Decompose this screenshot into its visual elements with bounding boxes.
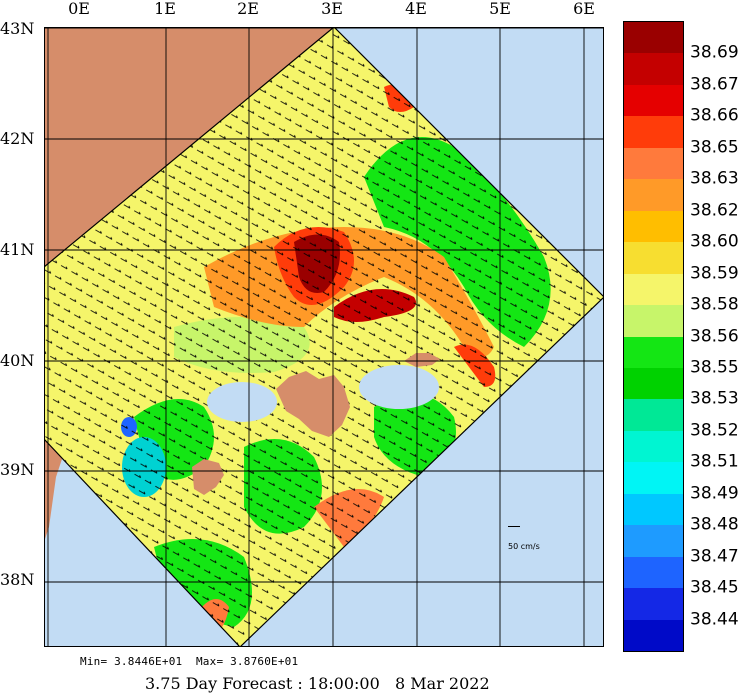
legend-value-label: 38.45 — [690, 577, 739, 598]
legend-value-label: 38.51 — [690, 451, 739, 472]
domain-boundary — [44, 27, 604, 647]
salinity-map — [44, 27, 604, 647]
legend-value-label: 38.52 — [690, 420, 739, 441]
legend-value-label: 38.49 — [690, 483, 739, 504]
legend-value-label: 38.48 — [690, 514, 739, 535]
lon-label-2E: 2E — [237, 0, 259, 18]
legend-value-label: 38.53 — [690, 388, 739, 409]
lat-label-40N: 40N — [0, 351, 35, 370]
min-max-text: Min= 3.8446E+01 Max= 3.8760E+01 — [80, 655, 299, 668]
legend-swatch — [624, 399, 683, 432]
legend-value-label: 38.55 — [690, 357, 739, 378]
legend-swatch — [624, 493, 683, 526]
lon-label-0E: 0E — [68, 0, 90, 18]
lat-label-39N: 39N — [0, 460, 35, 479]
legend-swatch — [624, 116, 683, 149]
lon-label-3E: 3E — [321, 0, 343, 18]
legend-swatch — [624, 22, 683, 54]
legend-swatch — [624, 242, 683, 275]
legend-swatch — [624, 305, 683, 337]
lon-label-1E: 1E — [154, 0, 176, 18]
lon-label-4E: 4E — [405, 0, 427, 18]
legend-value-label: 38.47 — [690, 546, 739, 567]
legend-swatch — [624, 367, 683, 400]
legend-swatch — [624, 84, 683, 117]
current-scale-label: 50 cm/s — [508, 542, 540, 551]
legend-value-label: 38.62 — [690, 200, 739, 221]
legend-swatch — [624, 462, 683, 495]
legend-value-label: 38.66 — [690, 105, 739, 126]
legend-swatch — [624, 588, 683, 621]
legend-value-label: 38.65 — [690, 137, 739, 158]
lat-label-41N: 41N — [0, 240, 35, 259]
legend-swatch — [624, 619, 683, 652]
legend-swatch — [624, 336, 683, 369]
lon-label-5E: 5E — [489, 0, 511, 18]
legend-value-label: 38.59 — [690, 263, 739, 284]
legend-value-label: 38.58 — [690, 294, 739, 315]
legend-value-label: 38.44 — [690, 609, 739, 630]
forecast-title: 3.75 Day Forecast : 18:00:00 8 Mar 2022 — [145, 674, 490, 693]
color-legend — [623, 21, 684, 652]
legend-value-label: 38.63 — [690, 168, 739, 189]
legend-swatch — [624, 525, 683, 558]
legend-swatch — [624, 273, 683, 306]
legend-swatch — [624, 210, 683, 243]
legend-value-label: 38.69 — [690, 42, 739, 63]
lon-label-6E: 6E — [573, 0, 595, 18]
lat-label-38N: 38N — [0, 570, 35, 589]
legend-swatch — [624, 556, 683, 589]
lat-label-42N: 42N — [0, 129, 35, 148]
lat-label-43N: 43N — [0, 19, 35, 38]
legend-value-label: 38.60 — [690, 231, 739, 252]
legend-value-label: 38.67 — [690, 74, 739, 95]
legend-swatch — [624, 179, 683, 212]
legend-value-label: 38.56 — [690, 326, 739, 346]
current-scale-bar — [508, 526, 520, 527]
legend-swatch — [624, 430, 683, 463]
legend-swatch — [624, 53, 683, 86]
legend-swatch — [624, 147, 683, 180]
